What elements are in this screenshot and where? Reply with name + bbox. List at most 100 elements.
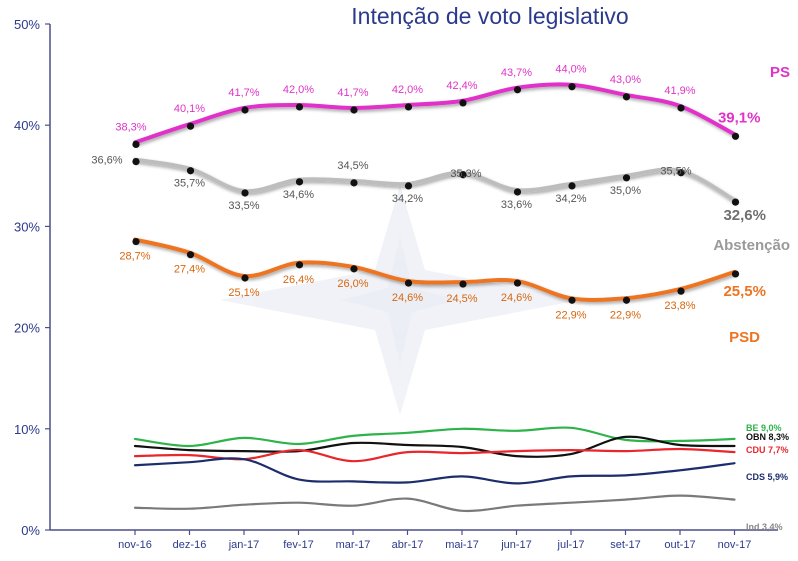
data-label-absteno: 34,2% [392, 193, 423, 205]
data-point-ps [350, 106, 358, 114]
data-point-ps [459, 99, 467, 107]
data-label-psd: 22,9% [555, 309, 586, 321]
x-tick-label: mai-17 [445, 539, 479, 551]
data-label-psd: 25,1% [228, 287, 259, 299]
labels-layer: 38,3% 40,1% 41,7% 42,0% 41,7% 42,0% 42,4% 43,7%… [91, 64, 790, 532]
data-point-absteno [513, 188, 522, 196]
data-point-absteno [241, 189, 249, 197]
series-layer [132, 82, 740, 513]
x-tick-label: nov-16 [118, 539, 152, 551]
data-point-psd [241, 274, 249, 282]
data-point-psd [350, 265, 358, 273]
data-label-ps: 43,7% [501, 67, 532, 79]
series-line-ps [133, 82, 737, 145]
data-point-absteno [350, 179, 358, 187]
data-point-psd [404, 279, 413, 287]
axes: 0% 10% 20% 30% 40% 50% nov-16 dez-16 jan-17 fev-1… [14, 17, 778, 551]
series-line-cds [133, 457, 736, 485]
data-point-ps [241, 106, 249, 114]
data-point-psd [295, 261, 304, 269]
data-point-psd [568, 296, 576, 304]
end-value-abstencao: 32,6% [723, 207, 766, 224]
data-label-ps: 41,9% [664, 85, 695, 97]
data-label-psd: 24,5% [446, 293, 477, 305]
data-label-absteno: 34,2% [555, 193, 586, 205]
series-line-obn [133, 435, 736, 458]
x-tick-label: fev-17 [283, 539, 314, 551]
y-tick-label: 40% [14, 118, 40, 133]
data-label-absteno: 33,5% [228, 200, 259, 212]
data-point-absteno [295, 178, 304, 186]
end-label-obn: OBN 8,3% [746, 432, 789, 442]
x-tick-label: jan-17 [228, 539, 260, 551]
end-label-be: BE 9,0% [746, 423, 782, 433]
data-point-psd [459, 280, 467, 288]
y-tick-label: 10% [14, 422, 40, 437]
data-point-absteno [404, 182, 413, 190]
series-name-abstencao: Abstenção [713, 237, 790, 254]
data-point-absteno [677, 169, 685, 177]
data-point-absteno [186, 167, 195, 175]
end-value-psd: 25,5% [723, 283, 766, 300]
data-point-ps [132, 140, 140, 149]
data-label-ps: 42,0% [283, 84, 314, 96]
data-point-psd [731, 270, 740, 278]
data-point-absteno [731, 198, 740, 206]
data-label-ps: 42,0% [392, 84, 423, 96]
data-point-absteno [132, 158, 140, 166]
series-line-ind [133, 494, 736, 513]
y-tick-label: 50% [14, 17, 40, 32]
x-tick-label: out-17 [664, 539, 695, 551]
data-label-psd: 28,7% [119, 251, 150, 263]
series-name-psd: PSD [729, 329, 760, 346]
data-point-ps [295, 103, 304, 111]
x-tick-label: mar-17 [336, 539, 371, 551]
data-label-ps: 42,4% [446, 80, 477, 92]
chart-title: Intenção de voto legislativo [351, 3, 628, 29]
end-value-ps: 39,1% [718, 109, 761, 126]
x-tick-label: dez-16 [173, 539, 207, 551]
data-label-psd: 26,4% [283, 274, 314, 286]
data-point-ps [404, 103, 413, 111]
data-label-psd: 24,6% [392, 292, 423, 304]
series-line-absteno [133, 157, 737, 203]
data-point-ps [731, 132, 740, 140]
data-point-absteno [568, 182, 576, 190]
data-point-psd [622, 296, 631, 304]
data-label-ps: 38,3% [115, 121, 146, 133]
x-tick-label: abr-17 [392, 539, 424, 551]
data-label-absteno: 35,0% [610, 185, 641, 197]
end-label-cdu: CDU 7,7% [746, 445, 789, 455]
y-tick-label: 20% [14, 321, 40, 336]
data-point-psd [677, 287, 685, 295]
series-name-ps: PS [770, 64, 790, 81]
end-label-cds: CDS 5,9% [746, 472, 788, 482]
data-point-ps [622, 93, 631, 101]
data-label-absteno: 34,5% [337, 160, 368, 172]
x-tick-label: jul-17 [557, 539, 585, 551]
end-label-ind: Ind 3,4% [746, 522, 783, 532]
data-point-psd [132, 237, 140, 246]
data-label-psd: 23,8% [664, 300, 695, 312]
data-point-absteno [622, 174, 631, 182]
data-label-absteno: 33,6% [501, 199, 532, 211]
data-label-absteno: 35,5% [660, 166, 691, 178]
x-tick-label: jun-17 [500, 539, 532, 551]
data-point-ps [513, 86, 522, 94]
background-star [220, 185, 580, 415]
data-point-psd [513, 279, 522, 287]
data-label-absteno: 35,7% [174, 178, 205, 190]
data-label-psd: 24,6% [501, 292, 532, 304]
data-point-ps [677, 104, 685, 112]
data-point-ps [186, 122, 195, 130]
y-tick-label: 0% [21, 523, 40, 538]
y-tick-label: 30% [14, 219, 40, 234]
series-line-be [133, 426, 736, 448]
data-label-ps: 41,7% [228, 87, 259, 99]
data-point-ps [568, 83, 576, 91]
data-label-ps: 40,1% [174, 103, 205, 115]
data-label-absteno: 34,6% [283, 189, 314, 201]
data-label-absteno: 35,3% [450, 168, 481, 180]
